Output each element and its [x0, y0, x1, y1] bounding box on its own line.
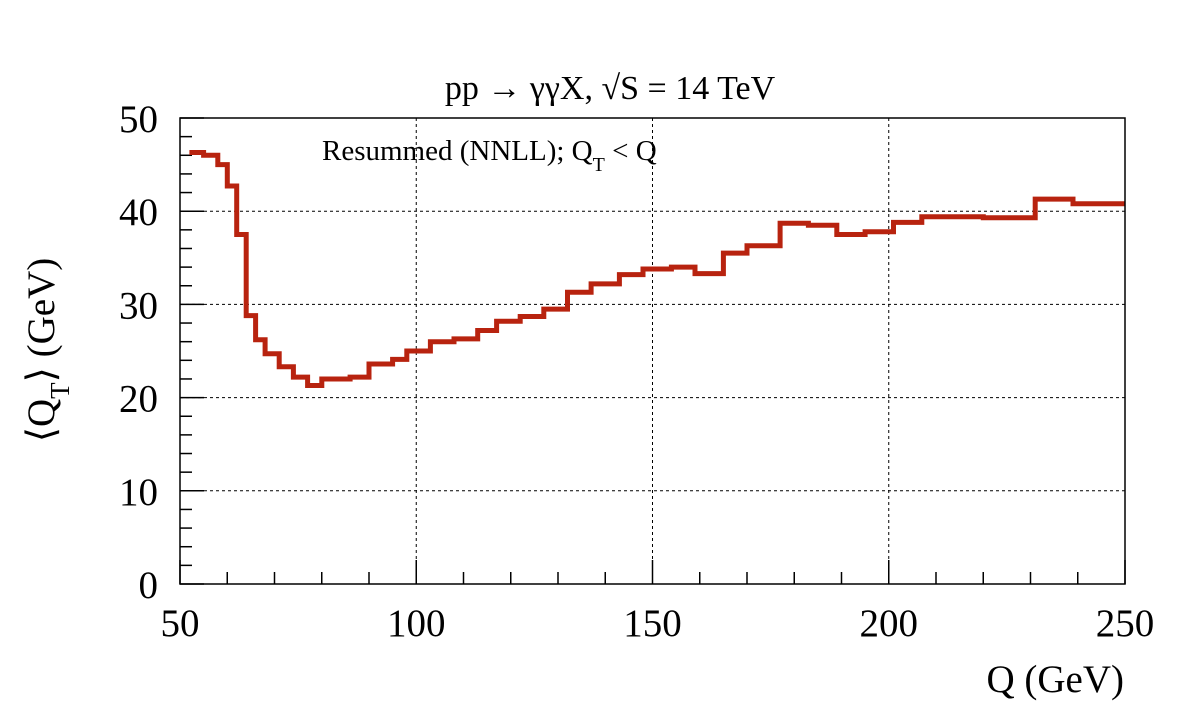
major-ticks: [179, 117, 1126, 585]
y-tick-label: 0: [139, 564, 159, 607]
x-tick-labels: 50 100 150 200 250: [161, 602, 1155, 645]
y-tick-label: 20: [119, 378, 158, 421]
grid-lines: [180, 118, 1125, 584]
x-tick-label: 100: [387, 602, 446, 645]
y-tick-label: 30: [119, 284, 158, 327]
x-tick-label: 250: [1096, 602, 1155, 645]
y-tick-label: 10: [119, 471, 158, 514]
x-axis-label: Q (GeV): [986, 658, 1124, 701]
x-tick-label: 150: [623, 602, 682, 645]
x-tick-label: 50: [161, 602, 200, 645]
series-step-line: [189, 150, 1125, 388]
x-tick-label: 200: [860, 602, 919, 645]
minor-ticks: [180, 135, 1079, 584]
y-tick-labels: 0 10 20 30 40 50: [119, 98, 158, 607]
y-tick-label: 50: [119, 98, 158, 141]
y-tick-label: 40: [119, 191, 158, 234]
chart-title: pp → γγX, √S = 14 TeV: [445, 70, 776, 107]
